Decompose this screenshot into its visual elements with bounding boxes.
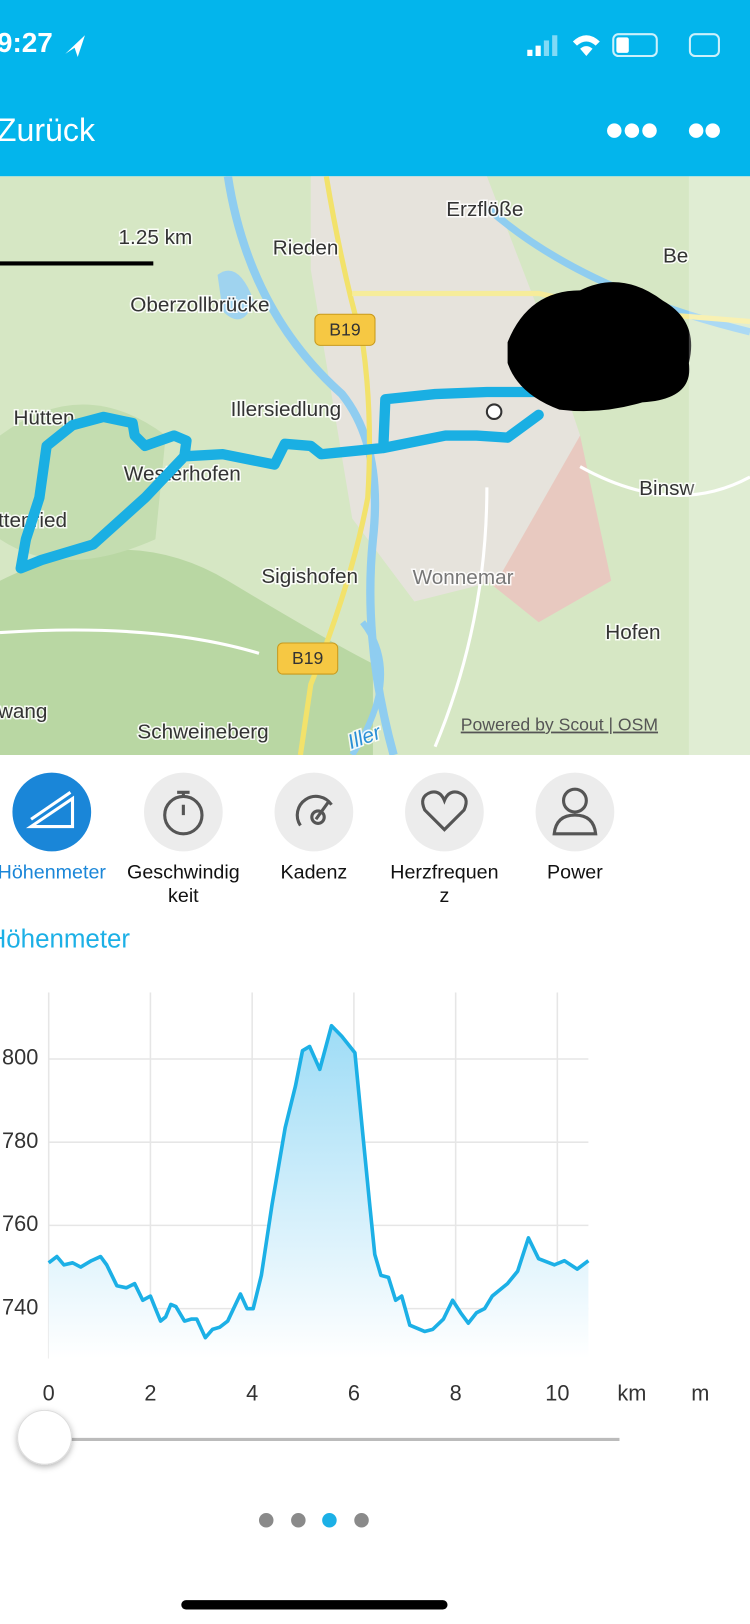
redaction xyxy=(507,282,692,412)
tab-glyph xyxy=(310,809,326,825)
route xyxy=(15,386,544,574)
signal-icon xyxy=(527,35,558,56)
x-tick-label: 4 xyxy=(246,1381,258,1406)
tab-glyph xyxy=(25,791,75,829)
more-menu[interactable] xyxy=(607,123,720,138)
tab-glyph xyxy=(177,790,190,816)
tab-glyph xyxy=(295,794,333,827)
tab-label[interactable]: keit xyxy=(168,885,199,907)
map-label: B19 xyxy=(292,648,323,668)
x-tick-label: 0 xyxy=(43,1381,55,1406)
tab-glyph xyxy=(561,787,588,814)
tab-label[interactable]: Geschwindig xyxy=(127,861,240,883)
x-tick-label: 2 xyxy=(144,1381,156,1406)
pager xyxy=(258,1513,369,1528)
map-label: Hofen xyxy=(605,621,660,644)
y-tick-label: 760 xyxy=(2,1211,38,1236)
page-dot[interactable] xyxy=(354,1513,369,1528)
area xyxy=(48,1025,589,1359)
tab-label[interactable]: z xyxy=(439,885,449,907)
y-tick-label: 780 xyxy=(2,1128,38,1153)
map-label: B19 xyxy=(329,319,360,339)
map-label: Rieden xyxy=(273,236,339,259)
y-tick-label: 800 xyxy=(2,1045,38,1070)
battery-level xyxy=(616,37,629,53)
map-attribution[interactable]: Powered by Scout | OSM xyxy=(461,715,658,735)
map-label: Wonnemar xyxy=(413,566,514,589)
tab-icon[interactable] xyxy=(405,772,484,852)
elevation-chart: 0 2 4 6 8 10 740 760 780 800 km m xyxy=(2,992,709,1406)
status-time: 9:27 xyxy=(0,27,53,58)
map-label: Sigishofen xyxy=(261,565,358,588)
page-dot[interactable] xyxy=(258,1513,274,1528)
road-badge xyxy=(314,313,376,346)
x-tick-label: 6 xyxy=(348,1381,360,1406)
battery-icon-edge xyxy=(688,33,720,58)
location-icon xyxy=(65,35,85,58)
battery-icon xyxy=(612,33,658,58)
map-label: wang xyxy=(0,700,47,723)
x-tick-label: 8 xyxy=(450,1381,462,1406)
wifi-icon xyxy=(572,35,600,56)
map-label: Binsw xyxy=(639,477,695,500)
map[interactable]: 1.25 km Erzflöße Rieden Oberzollbrücke B… xyxy=(0,176,750,755)
x-tick-label: 10 xyxy=(545,1381,569,1406)
map-scale: 1.25 km xyxy=(119,226,193,249)
line xyxy=(47,1023,590,1340)
map-label: Westerhofen xyxy=(124,462,241,485)
header xyxy=(0,0,750,177)
slider-knob[interactable] xyxy=(17,1409,72,1465)
page-dot[interactable] xyxy=(291,1513,306,1528)
tab-label[interactable]: Power xyxy=(547,861,603,883)
tab-glyph xyxy=(421,790,468,832)
map-label: Schweineberg xyxy=(137,721,268,744)
map-label: Erzflöße xyxy=(446,198,523,221)
y-unit: m xyxy=(691,1381,709,1406)
road-badge xyxy=(277,642,339,675)
tab-label[interactable]: Kadenz xyxy=(281,861,348,883)
map-label: Oberzollbrücke xyxy=(130,293,269,316)
map-label: Illersiedlung xyxy=(231,398,342,421)
start-marker xyxy=(485,403,503,420)
x-unit: km xyxy=(617,1381,646,1406)
tab-label[interactable]: Herzfrequen xyxy=(390,861,498,883)
home-indicator xyxy=(181,1600,448,1610)
map-label: Be xyxy=(663,245,688,268)
back-button[interactable]: Zurück xyxy=(0,112,96,148)
page-dot[interactable] xyxy=(322,1513,337,1528)
metric-tabs: Höhenmeter Geschwindig keit Kadenz Herzf… xyxy=(0,772,615,907)
tab-glyph xyxy=(552,813,598,836)
section-title: Höhenmeter xyxy=(0,925,130,953)
y-tick-label: 740 xyxy=(2,1294,38,1319)
tab-label[interactable]: Höhenmeter xyxy=(0,861,106,883)
